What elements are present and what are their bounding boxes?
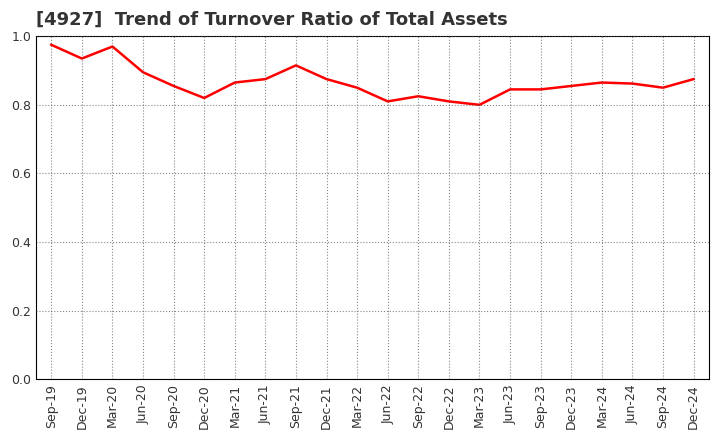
Text: [4927]  Trend of Turnover Ratio of Total Assets: [4927] Trend of Turnover Ratio of Total … [36, 11, 508, 29]
